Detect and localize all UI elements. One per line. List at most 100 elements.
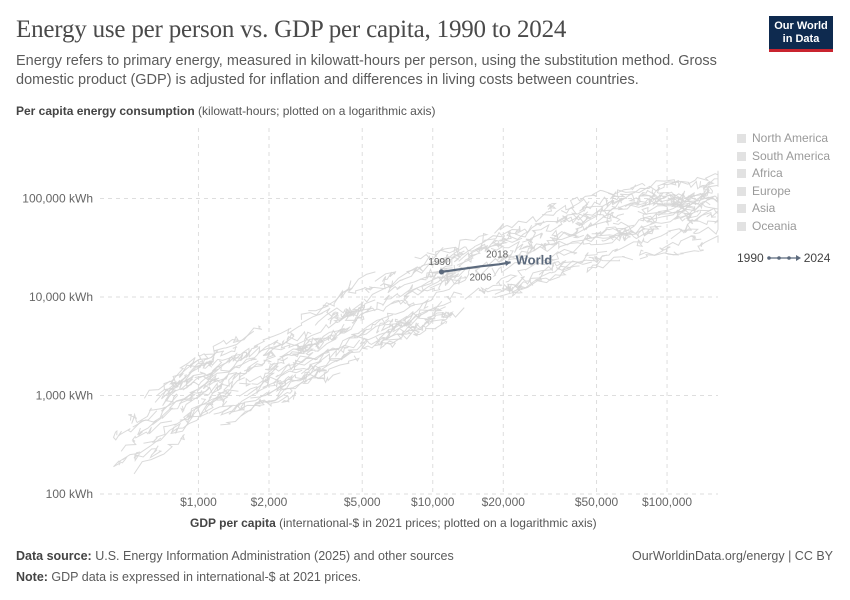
country-trajectory [380,291,463,339]
country-trajectory [624,212,716,236]
legend-item[interactable]: North America [737,130,830,148]
country-trajectory [559,255,621,269]
world-line[interactable] [441,261,511,273]
world-start-point[interactable] [438,269,445,275]
country-trajectory [336,307,376,322]
country-trajectory [508,211,589,234]
legend-item[interactable]: Oceania [737,218,830,236]
legend-swatch-icon [737,134,746,143]
timeline-end-year: 2024 [803,251,831,265]
country-trajectory [161,357,255,419]
country-trajectory [606,231,669,256]
country-trajectory [612,207,695,227]
country-trajectory [618,192,684,211]
legend-label: Oceania [752,218,797,233]
country-trajectory [157,353,205,396]
country-trajectory [208,390,270,416]
country-trajectory [514,260,593,289]
legend-item[interactable]: Africa [737,165,830,183]
country-trajectory [679,209,712,222]
country-trajectory [179,389,239,424]
country-trajectory [188,330,255,374]
country-trajectory [304,336,380,383]
country-trajectory [389,235,505,288]
country-trajectory [406,253,464,275]
country-trajectory [392,311,454,333]
country-trajectory [678,195,719,213]
grid-lines [100,128,718,495]
country-trajectory [237,372,341,411]
world-series-label[interactable]: World [516,252,553,267]
country-trajectory [637,202,696,216]
country-trajectory [133,445,163,462]
country-trajectory [277,323,346,361]
country-trajectory [170,377,245,435]
x-axis-title-bold: GDP per capita [190,516,276,530]
y-tick-labels: 100 kWh 1,000 kWh 10,000 kWh 100,000 kWh [22,192,93,501]
country-trajectory [543,225,662,264]
country-trajectory [161,388,177,403]
logo-line-1: Our World [774,20,828,32]
note-text: GDP data is expressed in international-$… [47,570,362,584]
country-trajectory [697,235,719,252]
country-trajectory [575,197,623,227]
footer-note: Note: GDP data is expressed in internati… [16,570,361,584]
country-trajectory [290,326,351,358]
x-tick-label: $5,000 [344,495,381,509]
legend-item[interactable]: South America [737,148,830,166]
country-trajectory [549,211,625,240]
x-tick-label: $100,000 [642,495,692,509]
country-trajectory [293,314,394,370]
logo-line-2: in Data [782,33,820,45]
country-trajectory [194,327,292,378]
legend-swatch-icon [737,186,746,196]
footer-source: Data source: U.S. Energy Information Adm… [16,549,454,563]
y-axis-title-rest: (kilowatt-hours; plotted on a logarithmi… [194,104,436,118]
world-series[interactable]: 1990 2006 2018 World [428,249,552,283]
legend-item[interactable]: Europe [737,183,830,201]
y-tick-label: 100 kWh [46,487,93,501]
legend-item[interactable]: Asia [737,200,830,218]
country-trajectory [202,345,238,369]
country-trajectory [175,349,252,388]
note-label: Note: [16,570,48,584]
world-end-arrow[interactable] [504,260,511,267]
country-trajectory [154,374,188,403]
timeline-legend[interactable]: 1990 2024 [737,251,830,265]
country-trajectory [497,242,558,261]
country-trajectory [340,305,372,324]
country-trajectory [507,265,580,294]
legend-swatch-icon [737,169,746,179]
x-axis-title-rest: (international-$ in 2021 prices; plotted… [275,516,597,530]
country-trajectory [494,260,561,295]
footer-link[interactable]: OurWorldinData.org/energy | CC BY [631,549,833,563]
country-trajectory [276,366,327,388]
country-trajectory [313,329,338,348]
x-tick-label: $2,000 [251,495,288,509]
legend-swatch-icon [737,221,746,231]
chart-title: Energy use per person vs. GDP per capita… [16,16,567,43]
country-trajectory [699,181,710,195]
country-trajectory [498,230,529,242]
y-axis-title-bold: Per capita energy consumption [16,104,195,118]
country-trajectory [560,196,615,214]
country-trajectory [133,433,185,475]
country-trajectory [639,246,680,260]
legend-label: Africa [752,166,783,181]
country-trajectory [308,271,376,312]
world-year-label: 1990 [428,257,451,268]
legend-swatch-icon [737,204,746,214]
country-trajectory [185,360,223,387]
country-trajectory [642,203,700,223]
legend-label: Asia [752,201,776,216]
country-trajectory [607,189,657,204]
country-trajectory [265,347,339,374]
owid-logo[interactable]: Our World in Data [769,16,833,52]
country-trajectory [374,270,397,287]
country-trajectory [163,356,215,391]
x-tick-label: $50,000 [575,495,619,509]
source-text: U.S. Energy Information Administration (… [91,549,454,563]
x-tick-labels: $1,000 $2,000 $5,000 $10,000 $20,000 $50,000 $… [180,495,692,509]
x-tick-label: $20,000 [482,495,526,509]
